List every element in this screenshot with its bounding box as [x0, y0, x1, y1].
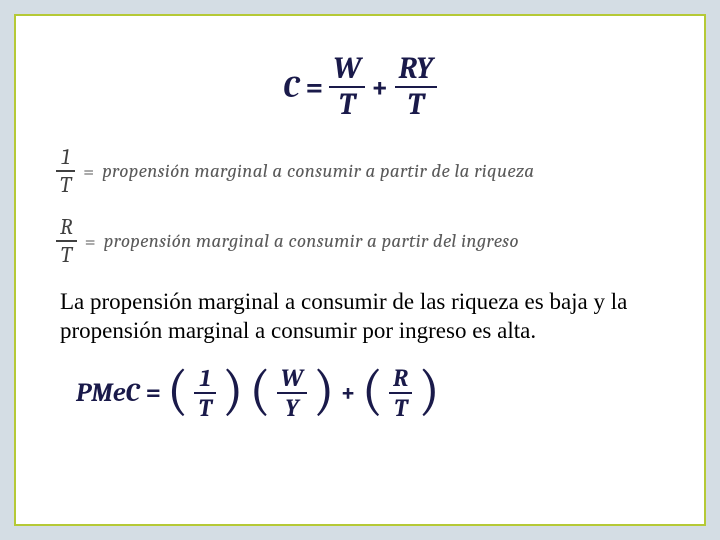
- pmec-frac-2-num: W: [277, 366, 307, 390]
- main-frac-2: RY T: [395, 54, 437, 120]
- rparen-icon: ): [418, 368, 439, 413]
- main-lhs: C: [283, 70, 299, 105]
- main-equals: =: [305, 70, 323, 105]
- pmec-frac-1-num: 1: [196, 366, 215, 390]
- main-frac-1-den: T: [335, 90, 360, 120]
- main-plus: +: [371, 70, 389, 105]
- definition-2: R T = propensión marginal a consumir a p…: [56, 216, 664, 266]
- pmec-frac-3: R T: [389, 366, 412, 420]
- pmec-plus: +: [340, 378, 355, 408]
- def2-frac: R T: [56, 216, 77, 266]
- pmec-frac-3-num: R: [389, 366, 412, 390]
- def1-num: 1: [57, 146, 74, 168]
- main-frac-2-den: T: [403, 90, 428, 120]
- def1-equals: =: [83, 160, 94, 183]
- main-equation: C = W T + RY T: [56, 54, 664, 120]
- pmec-frac-1: 1 T: [194, 366, 216, 420]
- def1-text: propensión marginal a consumir a partir …: [102, 160, 534, 182]
- pmec-frac-2-den: Y: [281, 396, 302, 420]
- explanation-paragraph: La propensión marginal a consumir de las…: [60, 288, 664, 346]
- lparen-icon: (: [362, 368, 383, 413]
- pmec-equals: =: [146, 378, 161, 408]
- pmec-lhs: PMeC: [76, 378, 140, 408]
- main-equation-inner: C = W T + RY T: [283, 54, 437, 120]
- pmec-frac-1-den: T: [194, 396, 216, 420]
- def2-text: propensión marginal a consumir a partir …: [104, 230, 519, 252]
- pmec-equation: PMeC = ( 1 T ) ( W Y ) + ( R T ): [76, 366, 664, 420]
- main-frac-1: W T: [329, 54, 365, 120]
- def1-frac: 1 T: [56, 146, 75, 196]
- pmec-frac-2: W Y: [277, 366, 307, 420]
- lparen-icon: (: [249, 368, 270, 413]
- def2-equals: =: [85, 230, 96, 253]
- lparen-icon: (: [167, 368, 188, 413]
- definition-1: 1 T = propensión marginal a consumir a p…: [56, 146, 664, 196]
- pmec-frac-3-den: T: [390, 396, 412, 420]
- slide-frame: C = W T + RY T 1 T = propensión marginal…: [14, 14, 706, 526]
- rparen-icon: ): [313, 368, 334, 413]
- def2-num: R: [56, 216, 77, 238]
- main-frac-1-num: W: [329, 54, 365, 84]
- main-frac-2-num: RY: [395, 54, 437, 84]
- rparen-icon: ): [222, 368, 243, 413]
- def1-den: T: [56, 174, 75, 196]
- def2-den: T: [57, 244, 76, 266]
